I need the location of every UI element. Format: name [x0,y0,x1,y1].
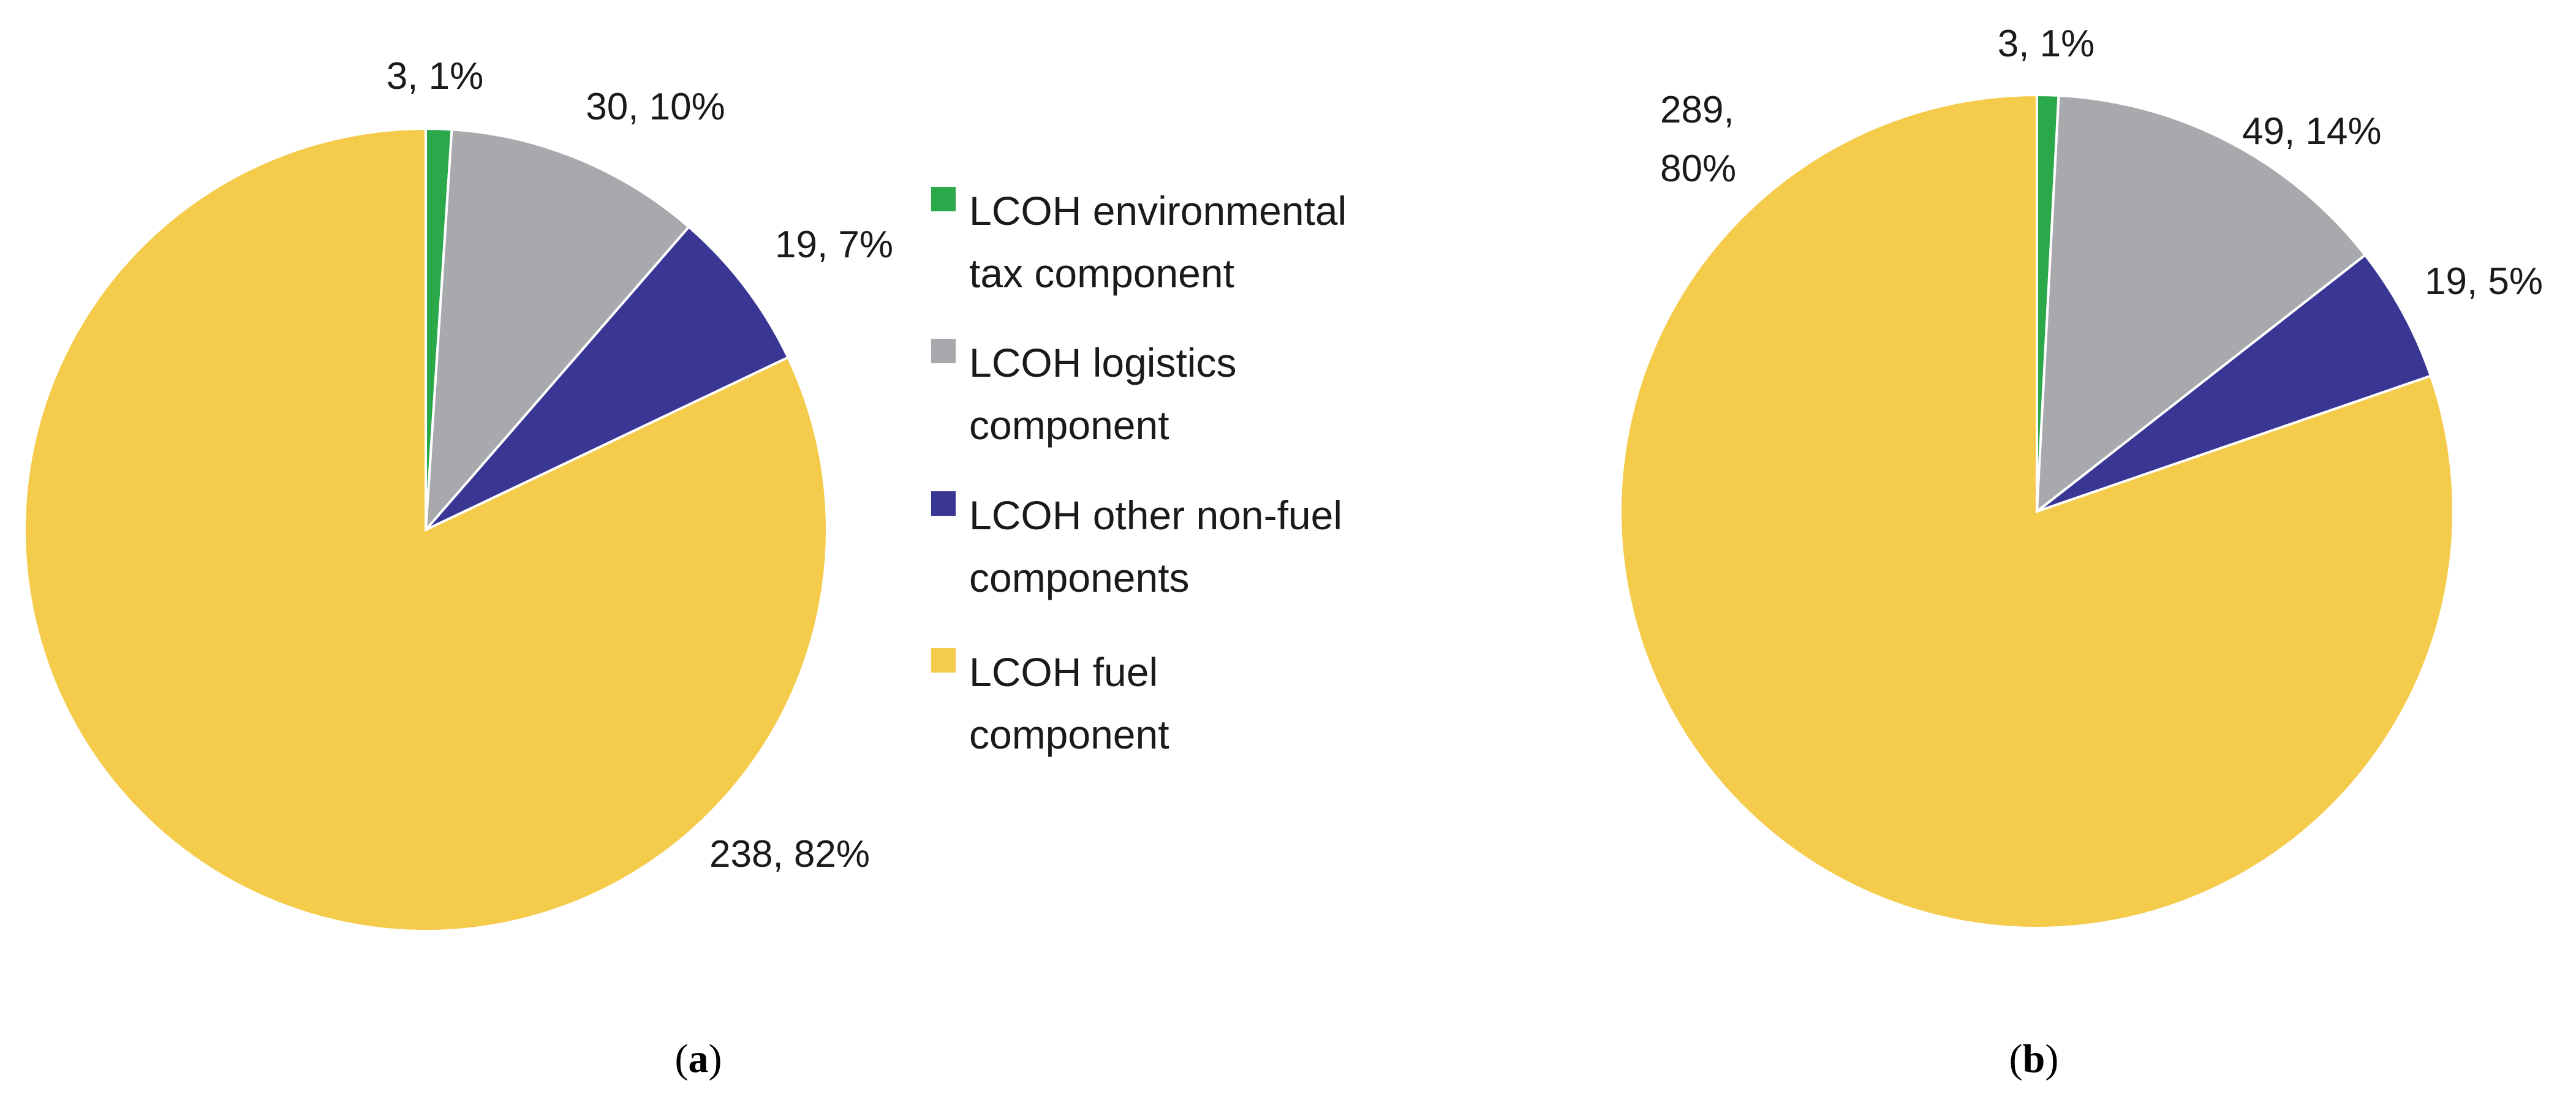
data-label-lcoh-fuel-component: 289, 80% [1660,89,1736,190]
legend-label-0-line-1: tax component [969,251,1234,296]
slice-lcoh-logistics-component [424,128,691,534]
legend-label-1-line-0: LCOH logistics [969,340,1236,385]
data-label-lcoh-logistics-component: 30, 10% [586,86,725,128]
legend-label-3-line-1: component [969,712,1169,757]
data-label-lcoh-other-non-fuel-components: 19, 7% [775,224,893,266]
legend-label-2-line-1: components [969,555,1190,600]
legend: LCOH environmental tax component LCOH logi… [931,187,1347,757]
slice-lcoh-fuel-component [23,127,828,932]
data-label-lcoh-logistics-component: 49, 14% [2242,110,2382,153]
slice-lcoh-other-non-fuel-components [2036,253,2433,513]
legend-label-2-line-0: LCOH other non-fuel [969,493,1342,538]
legend-swatch-3 [931,648,956,673]
caption-b: (b) [2009,1036,2059,1081]
legend-label-1-line-1: component [969,402,1169,448]
caption-a: (a) [675,1036,722,1081]
data-label-lcoh-fuel-component: 238, 82% [709,833,870,875]
legend-label-0-line-0: LCOH environmental [969,188,1347,233]
legend-label-3-line-0: LCOH fuel [969,649,1158,695]
legend-swatch-1 [931,339,956,363]
data-label-lcoh-environmental-tax-component: 3, 1% [1998,23,2095,65]
legend-swatch-0 [931,187,956,211]
legend-swatch-2 [931,491,956,516]
pie-chart-b: 3, 1% 49, 14% 19, 5% 289, 80% [1619,23,2543,929]
slice-lcoh-other-non-fuel-components [425,225,790,531]
slice-lcoh-logistics-component [2035,94,2367,515]
data-label-lcoh-environmental-tax-component: 3, 1% [387,55,484,97]
data-label-lcoh-other-non-fuel-components: 19, 5% [2425,260,2543,303]
slice-lcoh-fuel-component [1619,93,2455,929]
pie-chart-a: 3, 1% 30, 10% 19, 7% 238, 82% [23,55,893,932]
